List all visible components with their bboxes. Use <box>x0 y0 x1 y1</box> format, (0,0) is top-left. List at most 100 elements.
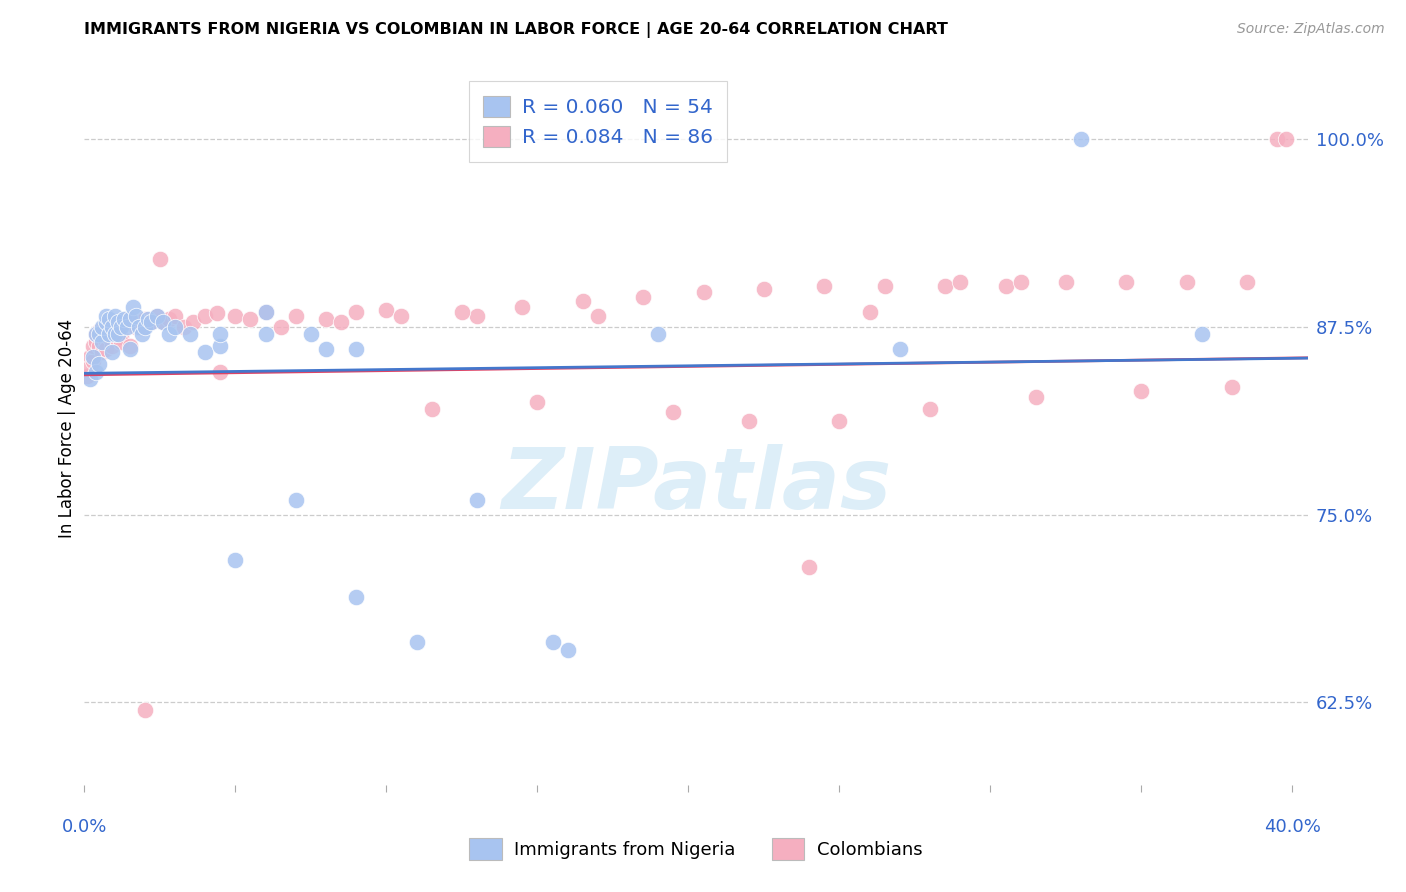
Point <box>873 279 896 293</box>
Point <box>254 327 277 342</box>
Point <box>91 319 114 334</box>
Point <box>692 285 714 300</box>
Point <box>110 319 132 334</box>
Point <box>112 315 135 329</box>
Point <box>194 310 217 324</box>
Text: IMMIGRANTS FROM NIGERIA VS COLOMBIAN IN LABOR FORCE | AGE 20-64 CORRELATION CHAR: IMMIGRANTS FROM NIGERIA VS COLOMBIAN IN … <box>84 22 948 38</box>
Point <box>330 315 353 329</box>
Point <box>103 310 125 324</box>
Point <box>118 343 141 357</box>
Point <box>131 321 153 335</box>
Text: Source: ZipAtlas.com: Source: ZipAtlas.com <box>1237 22 1385 37</box>
Point <box>451 304 474 318</box>
Point <box>107 315 129 329</box>
Point <box>112 312 135 326</box>
Point <box>107 315 129 329</box>
Point <box>136 312 159 326</box>
Point <box>149 252 172 267</box>
Point <box>152 315 174 329</box>
Point <box>224 552 246 566</box>
Point <box>91 334 114 349</box>
Point <box>1115 275 1137 289</box>
Point <box>97 312 120 326</box>
Point <box>254 304 277 318</box>
Point <box>949 275 972 289</box>
Point <box>181 315 204 329</box>
Point <box>79 350 101 364</box>
Point <box>647 327 669 342</box>
Point <box>103 327 125 342</box>
Point <box>163 310 186 324</box>
Point <box>163 319 186 334</box>
Text: 0.0%: 0.0% <box>62 818 107 836</box>
Point <box>1130 384 1153 399</box>
Point <box>121 315 143 329</box>
Point <box>94 334 117 349</box>
Point <box>738 414 761 428</box>
Point <box>89 339 111 353</box>
Point <box>1191 327 1213 342</box>
Point <box>344 343 367 357</box>
Point <box>100 319 122 334</box>
Point <box>134 319 156 334</box>
Point <box>128 315 150 329</box>
Point <box>1236 275 1258 289</box>
Point <box>128 319 150 334</box>
Point <box>1267 132 1289 146</box>
Point <box>1220 380 1243 394</box>
Point <box>103 330 125 344</box>
Point <box>859 304 882 318</box>
Point <box>100 339 122 353</box>
Point <box>91 324 114 338</box>
Point <box>94 343 117 357</box>
Point <box>136 315 159 329</box>
Point <box>134 703 156 717</box>
Point <box>1175 275 1198 289</box>
Point <box>662 405 685 419</box>
Point <box>121 300 143 314</box>
Point <box>82 354 104 368</box>
Point <box>284 492 307 507</box>
Point <box>315 312 337 326</box>
Point <box>100 345 122 359</box>
Point <box>91 345 114 359</box>
Point <box>125 319 148 334</box>
Point <box>465 492 488 507</box>
Point <box>209 365 232 379</box>
Point <box>110 334 132 349</box>
Point <box>224 310 246 324</box>
Point <box>799 560 821 574</box>
Point <box>526 395 548 409</box>
Point <box>465 310 488 324</box>
Point <box>254 304 277 318</box>
Point <box>110 330 132 344</box>
Point <box>89 324 111 338</box>
Point <box>586 310 609 324</box>
Point <box>828 414 851 428</box>
Point <box>420 402 443 417</box>
Point <box>89 357 111 371</box>
Point <box>86 327 108 342</box>
Point <box>118 315 141 329</box>
Point <box>94 310 117 324</box>
Point <box>344 590 367 604</box>
Point <box>157 327 180 342</box>
Point <box>934 279 956 293</box>
Point <box>118 339 141 353</box>
Point <box>89 327 111 342</box>
Point <box>571 294 593 309</box>
Point <box>994 279 1017 293</box>
Point <box>118 312 141 326</box>
Point <box>139 315 162 329</box>
Point <box>1054 275 1077 289</box>
Point <box>1070 132 1092 146</box>
Point <box>631 290 654 304</box>
Point <box>76 369 98 384</box>
Point <box>918 402 941 417</box>
Point <box>209 327 232 342</box>
Y-axis label: In Labor Force | Age 20-64: In Labor Force | Age 20-64 <box>58 318 76 538</box>
Point <box>115 319 138 334</box>
Point <box>207 306 229 320</box>
Point <box>125 310 148 324</box>
Point <box>82 339 104 353</box>
